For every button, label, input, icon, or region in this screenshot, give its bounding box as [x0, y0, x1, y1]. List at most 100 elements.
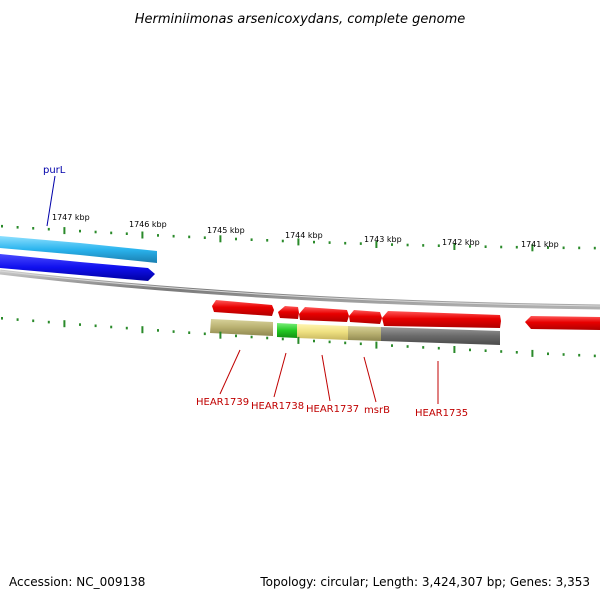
ruler-tick: [547, 352, 549, 356]
ruler-tick: [79, 323, 81, 326]
ruler-tick: [531, 244, 534, 252]
gene-label-HEAR1737[interactable]: HEAR1737: [306, 404, 359, 415]
ruler-tick: [1, 224, 3, 228]
ruler-tick: [422, 244, 425, 247]
ruler-tick: [500, 350, 503, 353]
gene-next-arrow[interactable]: [525, 316, 600, 330]
ruler-tick: [172, 330, 175, 333]
genome-backbone: [0, 269, 600, 310]
ruler-tick: [328, 241, 331, 244]
ruler-tick: [32, 227, 35, 230]
ruler-tick: [266, 239, 269, 242]
gene-label-msrB[interactable]: msrB: [364, 405, 390, 416]
ruler-tick: [313, 339, 315, 343]
ruler-tick: [125, 326, 128, 330]
ruler-tick: [47, 227, 50, 231]
forward-genes: [212, 300, 600, 330]
ruler-tick: [94, 230, 97, 234]
ruler-tick: [157, 329, 159, 332]
ruler-tick: [406, 243, 409, 247]
ruler-tick: [578, 246, 581, 250]
leader-line-purL: [46, 175, 56, 227]
ruler-tick: [437, 244, 440, 247]
ruler-tick: [593, 246, 596, 250]
gene-msrB-arrow[interactable]: [349, 310, 382, 324]
ruler-tick: [172, 234, 175, 238]
ruler-tick: [16, 226, 19, 229]
ruler-tick: [469, 348, 471, 352]
ruler-tick: [125, 232, 128, 235]
ruler-label: 1746 kbp: [129, 220, 167, 229]
ruler-label: 1743 kbp: [364, 235, 402, 244]
ruler-tick: [110, 231, 113, 235]
gene-label-purL[interactable]: purL: [43, 165, 66, 176]
feature-bar-HEAR1737[interactable]: [297, 324, 348, 340]
ruler-tick: [94, 324, 97, 328]
ruler-tick: [157, 234, 159, 237]
ruler-tick: [406, 345, 409, 348]
ruler-tick: [328, 340, 331, 344]
gene-label-HEAR1739[interactable]: HEAR1739: [196, 397, 249, 408]
ruler-tick: [16, 318, 19, 321]
ruler-ticks-lower: [1, 317, 596, 358]
genome-summary-text: Topology: circular; Length: 3,424,307 bp…: [259, 575, 590, 589]
ruler-tick: [219, 331, 222, 339]
ruler-tick: [422, 346, 425, 349]
feature-bar-HEAR1738[interactable]: [277, 323, 297, 338]
ruler-tick: [281, 337, 284, 341]
feature-bar-HEAR1739[interactable]: [210, 319, 273, 336]
ruler-tick: [562, 353, 565, 356]
ruler-tick: [203, 332, 206, 336]
ruler-tick: [297, 336, 300, 344]
ruler-tick: [531, 349, 534, 357]
ruler-tick: [578, 353, 581, 357]
ruler-tick: [437, 346, 440, 350]
ruler-tick: [515, 245, 518, 249]
gene-HEAR1739-arrow[interactable]: [212, 300, 274, 316]
ruler-tick: [344, 241, 347, 245]
ruler-tick: [593, 354, 596, 358]
ruler-tick: [453, 346, 456, 353]
ruler-tick: [219, 235, 222, 243]
ruler-tick: [32, 319, 35, 323]
ruler-tick: [250, 238, 253, 241]
ruler-tick: [359, 242, 362, 245]
ruler-label: 1742 kbp: [442, 238, 480, 247]
feature-bar-HEAR1735[interactable]: [381, 327, 500, 345]
ruler-tick: [250, 335, 253, 339]
gene-HEAR1738-arrow[interactable]: [278, 306, 299, 319]
gene-labels: purL HEAR1739 HEAR1738 HEAR1737 msrB HEA…: [43, 165, 468, 419]
ruler-tick: [235, 237, 237, 241]
gene-HEAR1737-arrow[interactable]: [299, 307, 349, 322]
feature-bar-msrB[interactable]: [348, 326, 381, 341]
ruler-tick: [47, 320, 50, 324]
ruler-tick: [79, 229, 81, 233]
ruler-tick: [547, 246, 549, 249]
ruler-tick: [453, 243, 456, 250]
backbone-highlight: [0, 270, 600, 307]
gene-purL-arrow[interactable]: [0, 254, 155, 281]
ruler-tick: [188, 235, 191, 239]
ruler-tick: [110, 325, 113, 329]
ruler-tick: [515, 351, 518, 354]
ruler-label: 1745 kbp: [207, 226, 245, 235]
gene-label-HEAR1735[interactable]: HEAR1735: [415, 408, 468, 419]
ruler-tick: [484, 349, 487, 352]
ruler-tick: [359, 342, 362, 346]
feature-bars: [210, 319, 500, 345]
ruler-tick: [235, 334, 237, 338]
ruler-labels: 1747 kbp 1746 kbp 1745 kbp 1744 kbp 1743…: [52, 213, 559, 249]
gene-label-HEAR1738[interactable]: HEAR1738: [251, 401, 304, 412]
gene-purL[interactable]: [0, 236, 157, 281]
leader-line-msrB: [363, 356, 377, 403]
ruler-tick: [391, 243, 393, 246]
gene-purL-cds[interactable]: [0, 236, 157, 263]
ruler-tick: [375, 241, 378, 248]
ruler-tick: [1, 317, 3, 320]
gene-HEAR1735-arrow[interactable]: [382, 311, 501, 328]
ruler-tick: [141, 231, 144, 239]
ruler-tick: [63, 227, 66, 235]
leader-line-HEAR1737: [321, 354, 331, 402]
leader-line-HEAR1738: [273, 352, 287, 398]
